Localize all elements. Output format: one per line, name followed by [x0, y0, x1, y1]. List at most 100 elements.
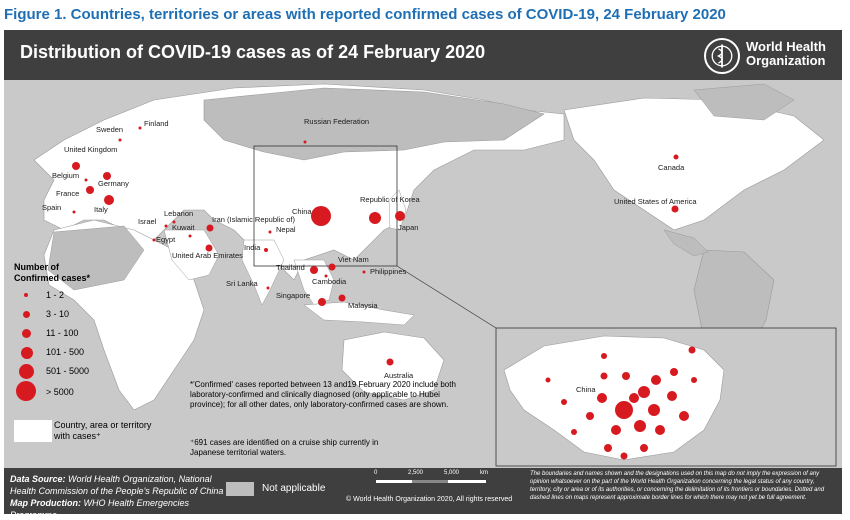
legend-white-label: Country, area or territory with cases⁺	[54, 420, 152, 441]
label-korea: Republic of Korea	[360, 195, 420, 204]
legend-white-swatch	[14, 420, 52, 442]
marker-italy	[104, 195, 114, 205]
legend-dot	[16, 381, 36, 401]
legend-label: > 5000	[46, 387, 74, 397]
inset-label-china: China	[576, 385, 596, 394]
label-spain: Spain	[42, 203, 61, 212]
label-srilanka: Sri Lanka	[226, 279, 259, 288]
legend-dot	[19, 364, 34, 379]
who-logo-text: World Health Organization	[746, 40, 838, 68]
marker-singapore	[318, 298, 326, 306]
label-india: India	[244, 243, 261, 252]
marker-spain	[72, 210, 76, 214]
legend-item: 11 - 100	[14, 324, 194, 343]
country-labels: Sweden Finland United Kingdom Belgium Ge…	[42, 117, 697, 380]
legend-item: 3 - 10	[14, 305, 194, 324]
legend-item: 1 - 2	[14, 286, 194, 305]
marker-philippines	[362, 270, 366, 274]
arabia-landmass	[163, 229, 220, 281]
scale-bar	[376, 480, 486, 486]
north-america-landmass	[563, 97, 825, 231]
legend-item: > 5000	[14, 381, 194, 405]
marker-belgium	[84, 178, 88, 182]
marker-iran	[206, 224, 214, 232]
map-frame: Distribution of COVID-19 cases as of 24 …	[4, 30, 842, 514]
label-uae: United Arab Emirates	[172, 251, 243, 260]
marker-lebanon	[172, 220, 176, 224]
footer: Data Source: World Health Organization, …	[4, 468, 842, 514]
legend-dot	[23, 311, 30, 318]
marker-usa	[671, 205, 679, 213]
label-usa: United States of America	[614, 197, 697, 206]
label-israel: Israel	[138, 217, 157, 226]
label-vietnam: Viet Nam	[338, 255, 369, 264]
marker-egypt	[152, 238, 156, 242]
marker-germany	[103, 172, 111, 180]
marker-malaysia	[338, 294, 346, 302]
marker-kuwait	[188, 234, 192, 238]
marker-korea	[369, 212, 381, 224]
label-italy: Italy	[94, 205, 108, 214]
data-source-label: Data Source:	[10, 474, 66, 484]
indonesia-islands	[303, 301, 415, 326]
who-logo-line2: Organization	[746, 53, 826, 68]
note-cruise: ⁺691 cases are identified on a cruise sh…	[190, 438, 379, 457]
scale-label-2: 5,000	[444, 470, 460, 476]
marker-cambodia	[324, 274, 328, 278]
central-america-landmass	[663, 229, 709, 257]
marker-finland	[138, 126, 142, 130]
legend-label: 1 - 2	[46, 290, 65, 300]
marker-japan	[395, 211, 405, 221]
legend-title: Number of Confirmed cases*	[14, 262, 194, 284]
label-russia: Russian Federation	[304, 117, 369, 126]
label-canada: Canada	[658, 163, 685, 172]
marker-thailand	[310, 266, 318, 274]
label-singapore: Singapore	[276, 291, 310, 300]
label-belgium: Belgium	[52, 171, 79, 180]
southeast-asia-landmass	[293, 259, 335, 306]
who-emblem-icon	[704, 38, 740, 74]
scale-label-0: 0	[374, 470, 378, 476]
legend-dot	[21, 347, 33, 359]
label-thailand: Thailand	[276, 263, 305, 272]
india-landmass	[241, 239, 285, 306]
case-markers	[72, 126, 697, 460]
marker-canada	[673, 154, 679, 160]
label-finland: Finland	[144, 119, 169, 128]
footer-sources: Data Source: World Health Organization, …	[10, 473, 230, 514]
label-australia: Australia	[384, 371, 414, 380]
note-confirmed: *'Confirmed' cases reported between 13 a…	[190, 380, 456, 409]
greenland-landmass	[693, 83, 795, 121]
marker-srilanka	[266, 286, 270, 290]
marker-uae	[205, 244, 213, 252]
marker-india	[264, 248, 268, 252]
map-title: Distribution of COVID-19 cases as of 24 …	[20, 42, 486, 62]
china-zoom-box	[253, 145, 398, 267]
label-uk: United Kingdom	[64, 145, 117, 154]
label-malaysia: Malaysia	[348, 301, 378, 310]
label-japan: Japan	[398, 223, 418, 232]
label-nepal: Nepal	[276, 225, 296, 234]
marker-sweden	[118, 138, 122, 142]
scale-unit: km	[480, 470, 488, 476]
china-inset: China	[495, 327, 837, 467]
copyright: © World Health Organization 2020, All ri…	[346, 496, 513, 503]
label-france: France	[56, 189, 79, 198]
label-philippines: Philippines	[370, 267, 407, 276]
marker-france	[86, 186, 94, 194]
figure-title: Figure 1. Countries, territories or area…	[4, 6, 726, 23]
who-logo-line1: World Health	[746, 39, 826, 54]
legend-label: 11 - 100	[46, 328, 79, 338]
legend-label: 101 - 500	[46, 347, 85, 357]
label-china: China	[292, 207, 312, 216]
marker-nepal	[268, 230, 272, 234]
marker-australia	[386, 358, 394, 366]
data-source-text: World Health Organization, National Heal…	[10, 474, 224, 496]
world-map: China	[33, 83, 837, 467]
disclaimer: The boundaries and names shown and the d…	[530, 471, 825, 501]
legend-title-line2: Confirmed cases*	[14, 273, 91, 283]
marker-vietnam	[328, 263, 336, 271]
russia-shaded-region	[203, 87, 545, 161]
map-production-label: Map Production:	[10, 498, 81, 508]
legend-label: 501 - 5000	[46, 366, 90, 376]
